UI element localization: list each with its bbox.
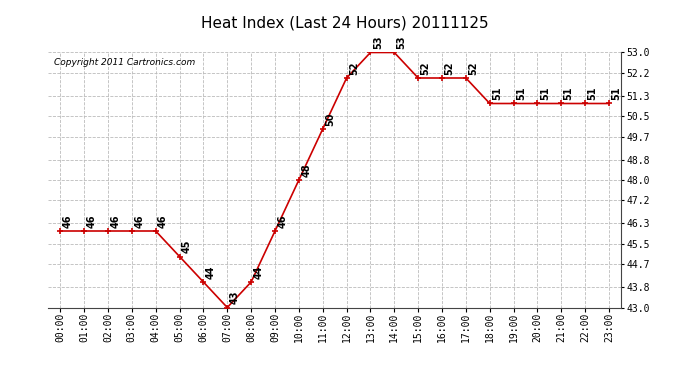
Text: 46: 46 [86,214,97,228]
Text: 52: 52 [469,62,478,75]
Text: 48: 48 [302,164,311,177]
Text: 43: 43 [230,291,239,304]
Text: 51: 51 [492,87,502,100]
Text: 46: 46 [158,214,168,228]
Text: 51: 51 [540,87,550,100]
Text: 44: 44 [253,266,264,279]
Text: 46: 46 [63,214,72,228]
Text: 51: 51 [564,87,573,100]
Text: 46: 46 [110,214,120,228]
Text: 51: 51 [611,87,622,100]
Text: 51: 51 [516,87,526,100]
Text: Heat Index (Last 24 Hours) 20111125: Heat Index (Last 24 Hours) 20111125 [201,15,489,30]
Text: 51: 51 [588,87,598,100]
Text: 52: 52 [444,62,455,75]
Text: 52: 52 [420,62,431,75]
Text: 44: 44 [206,266,216,279]
Text: 45: 45 [182,240,192,254]
Text: 46: 46 [134,214,144,228]
Text: 53: 53 [397,36,406,50]
Text: 53: 53 [373,36,383,50]
Text: Copyright 2011 Cartronics.com: Copyright 2011 Cartronics.com [54,58,195,67]
Text: 46: 46 [277,214,287,228]
Text: 52: 52 [349,62,359,75]
Text: 50: 50 [325,112,335,126]
